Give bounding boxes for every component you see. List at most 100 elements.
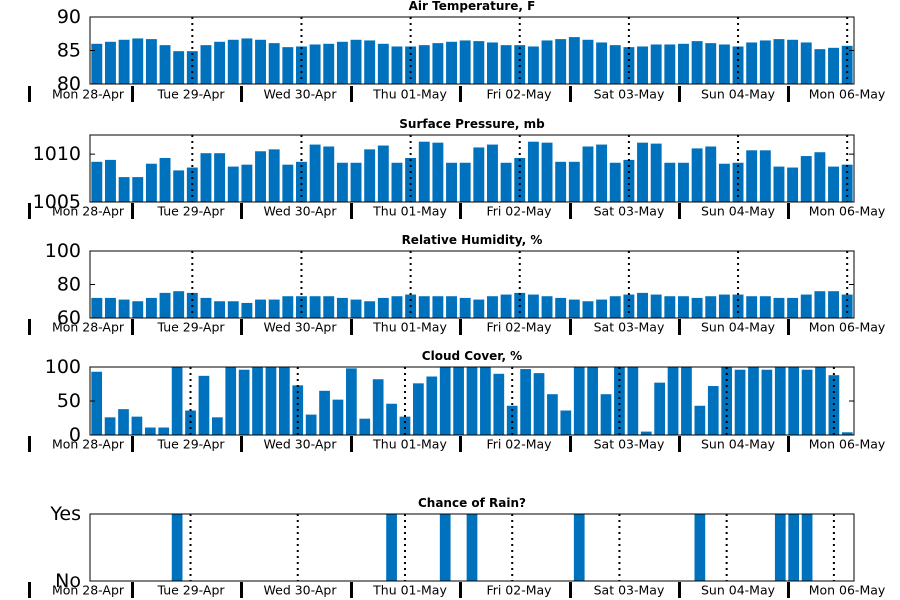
bar [118, 39, 130, 84]
bar [623, 159, 635, 202]
bar [746, 296, 758, 318]
bar [278, 367, 290, 435]
bar [596, 42, 608, 84]
bar [336, 297, 348, 318]
bar [364, 301, 376, 318]
x-tick-bar [678, 86, 681, 102]
bar [678, 296, 689, 318]
bar [268, 299, 280, 318]
y-tick-label: 50 [57, 390, 81, 412]
bar [694, 405, 706, 435]
bar [255, 299, 266, 318]
x-tick-bar [459, 203, 462, 219]
x-tick-label: Mon 06-May [809, 437, 886, 452]
chart-panel-4: 0 50 100 Cloud Cover, % Mon 28-Apr Tue 29-Apr… [28, 349, 886, 452]
x-tick-label: Mon 06-May [809, 204, 886, 219]
bar [582, 39, 594, 84]
bar [91, 161, 103, 202]
x-tick-bar [459, 436, 462, 452]
bar [346, 368, 357, 435]
bar [118, 299, 130, 318]
bar [227, 301, 239, 318]
x-tick-bar [350, 436, 353, 452]
x-tick-bar [678, 203, 681, 219]
bar [664, 44, 676, 84]
bar [364, 40, 376, 84]
x-tick-label: Sun 04-May [701, 204, 776, 219]
bar [678, 162, 689, 202]
bar [132, 38, 144, 84]
bar [678, 43, 689, 84]
bar [145, 163, 157, 202]
bar [309, 44, 321, 84]
x-tick-bar [678, 436, 681, 452]
bar [418, 45, 430, 84]
bar [391, 296, 403, 318]
bar [386, 514, 397, 581]
x-tick-label: Sun 04-May [701, 320, 776, 335]
bar [541, 296, 553, 318]
bar [520, 369, 531, 435]
bar [105, 41, 116, 84]
bar [241, 164, 253, 202]
x-tick-bar [240, 86, 243, 102]
bar [200, 45, 212, 84]
bar [650, 294, 662, 318]
bar [650, 143, 662, 202]
bar [473, 41, 485, 84]
bar [541, 142, 553, 202]
chart-title: Surface Pressure, mb [399, 117, 545, 131]
bar [555, 297, 567, 318]
bar [386, 403, 397, 435]
bar [637, 292, 648, 319]
bar [596, 299, 608, 318]
bar [547, 394, 558, 435]
bar [774, 514, 786, 581]
bar [405, 157, 417, 202]
x-tick-bar [131, 203, 134, 219]
x-tick-label: Sat 03-May [594, 583, 665, 598]
bar [506, 405, 518, 435]
bar [268, 149, 280, 202]
bar [466, 514, 478, 581]
bar [746, 150, 758, 202]
bar [815, 367, 826, 435]
bar [323, 296, 335, 318]
bar [555, 39, 567, 84]
bar [801, 369, 813, 435]
bar [514, 157, 526, 202]
bar [377, 43, 389, 84]
bar [500, 294, 512, 318]
bar [555, 161, 567, 202]
bar [372, 379, 384, 435]
x-tick-bar [787, 319, 790, 335]
bar [841, 432, 853, 435]
x-tick-label: Mon 28-Apr [52, 204, 125, 219]
x-tick-bar [28, 319, 31, 335]
x-tick-bar [240, 436, 243, 452]
bar [664, 296, 676, 318]
bar [418, 296, 430, 318]
bar [681, 367, 692, 435]
y-tick-label: No [55, 570, 81, 592]
y-tick-label: 90 [57, 6, 81, 28]
bar [527, 141, 539, 202]
bar [131, 416, 143, 435]
bar [667, 367, 679, 435]
x-tick-label: Sat 03-May [594, 87, 665, 102]
bar [787, 297, 799, 318]
x-tick-bar [678, 582, 681, 598]
bar [439, 514, 451, 581]
bar [391, 46, 403, 84]
bar [761, 369, 773, 435]
x-tick-bar [28, 436, 31, 452]
bar [118, 409, 129, 435]
bar [691, 148, 703, 202]
chart-panel-3: 60 80 100 Relative Humidity, % Mon 28-Apr Tue… [28, 233, 886, 335]
bar [255, 39, 266, 84]
bar [252, 367, 263, 435]
y-tick-label: 1005 [33, 191, 81, 213]
bar [336, 41, 348, 84]
bar [573, 367, 585, 435]
bar [446, 41, 457, 84]
